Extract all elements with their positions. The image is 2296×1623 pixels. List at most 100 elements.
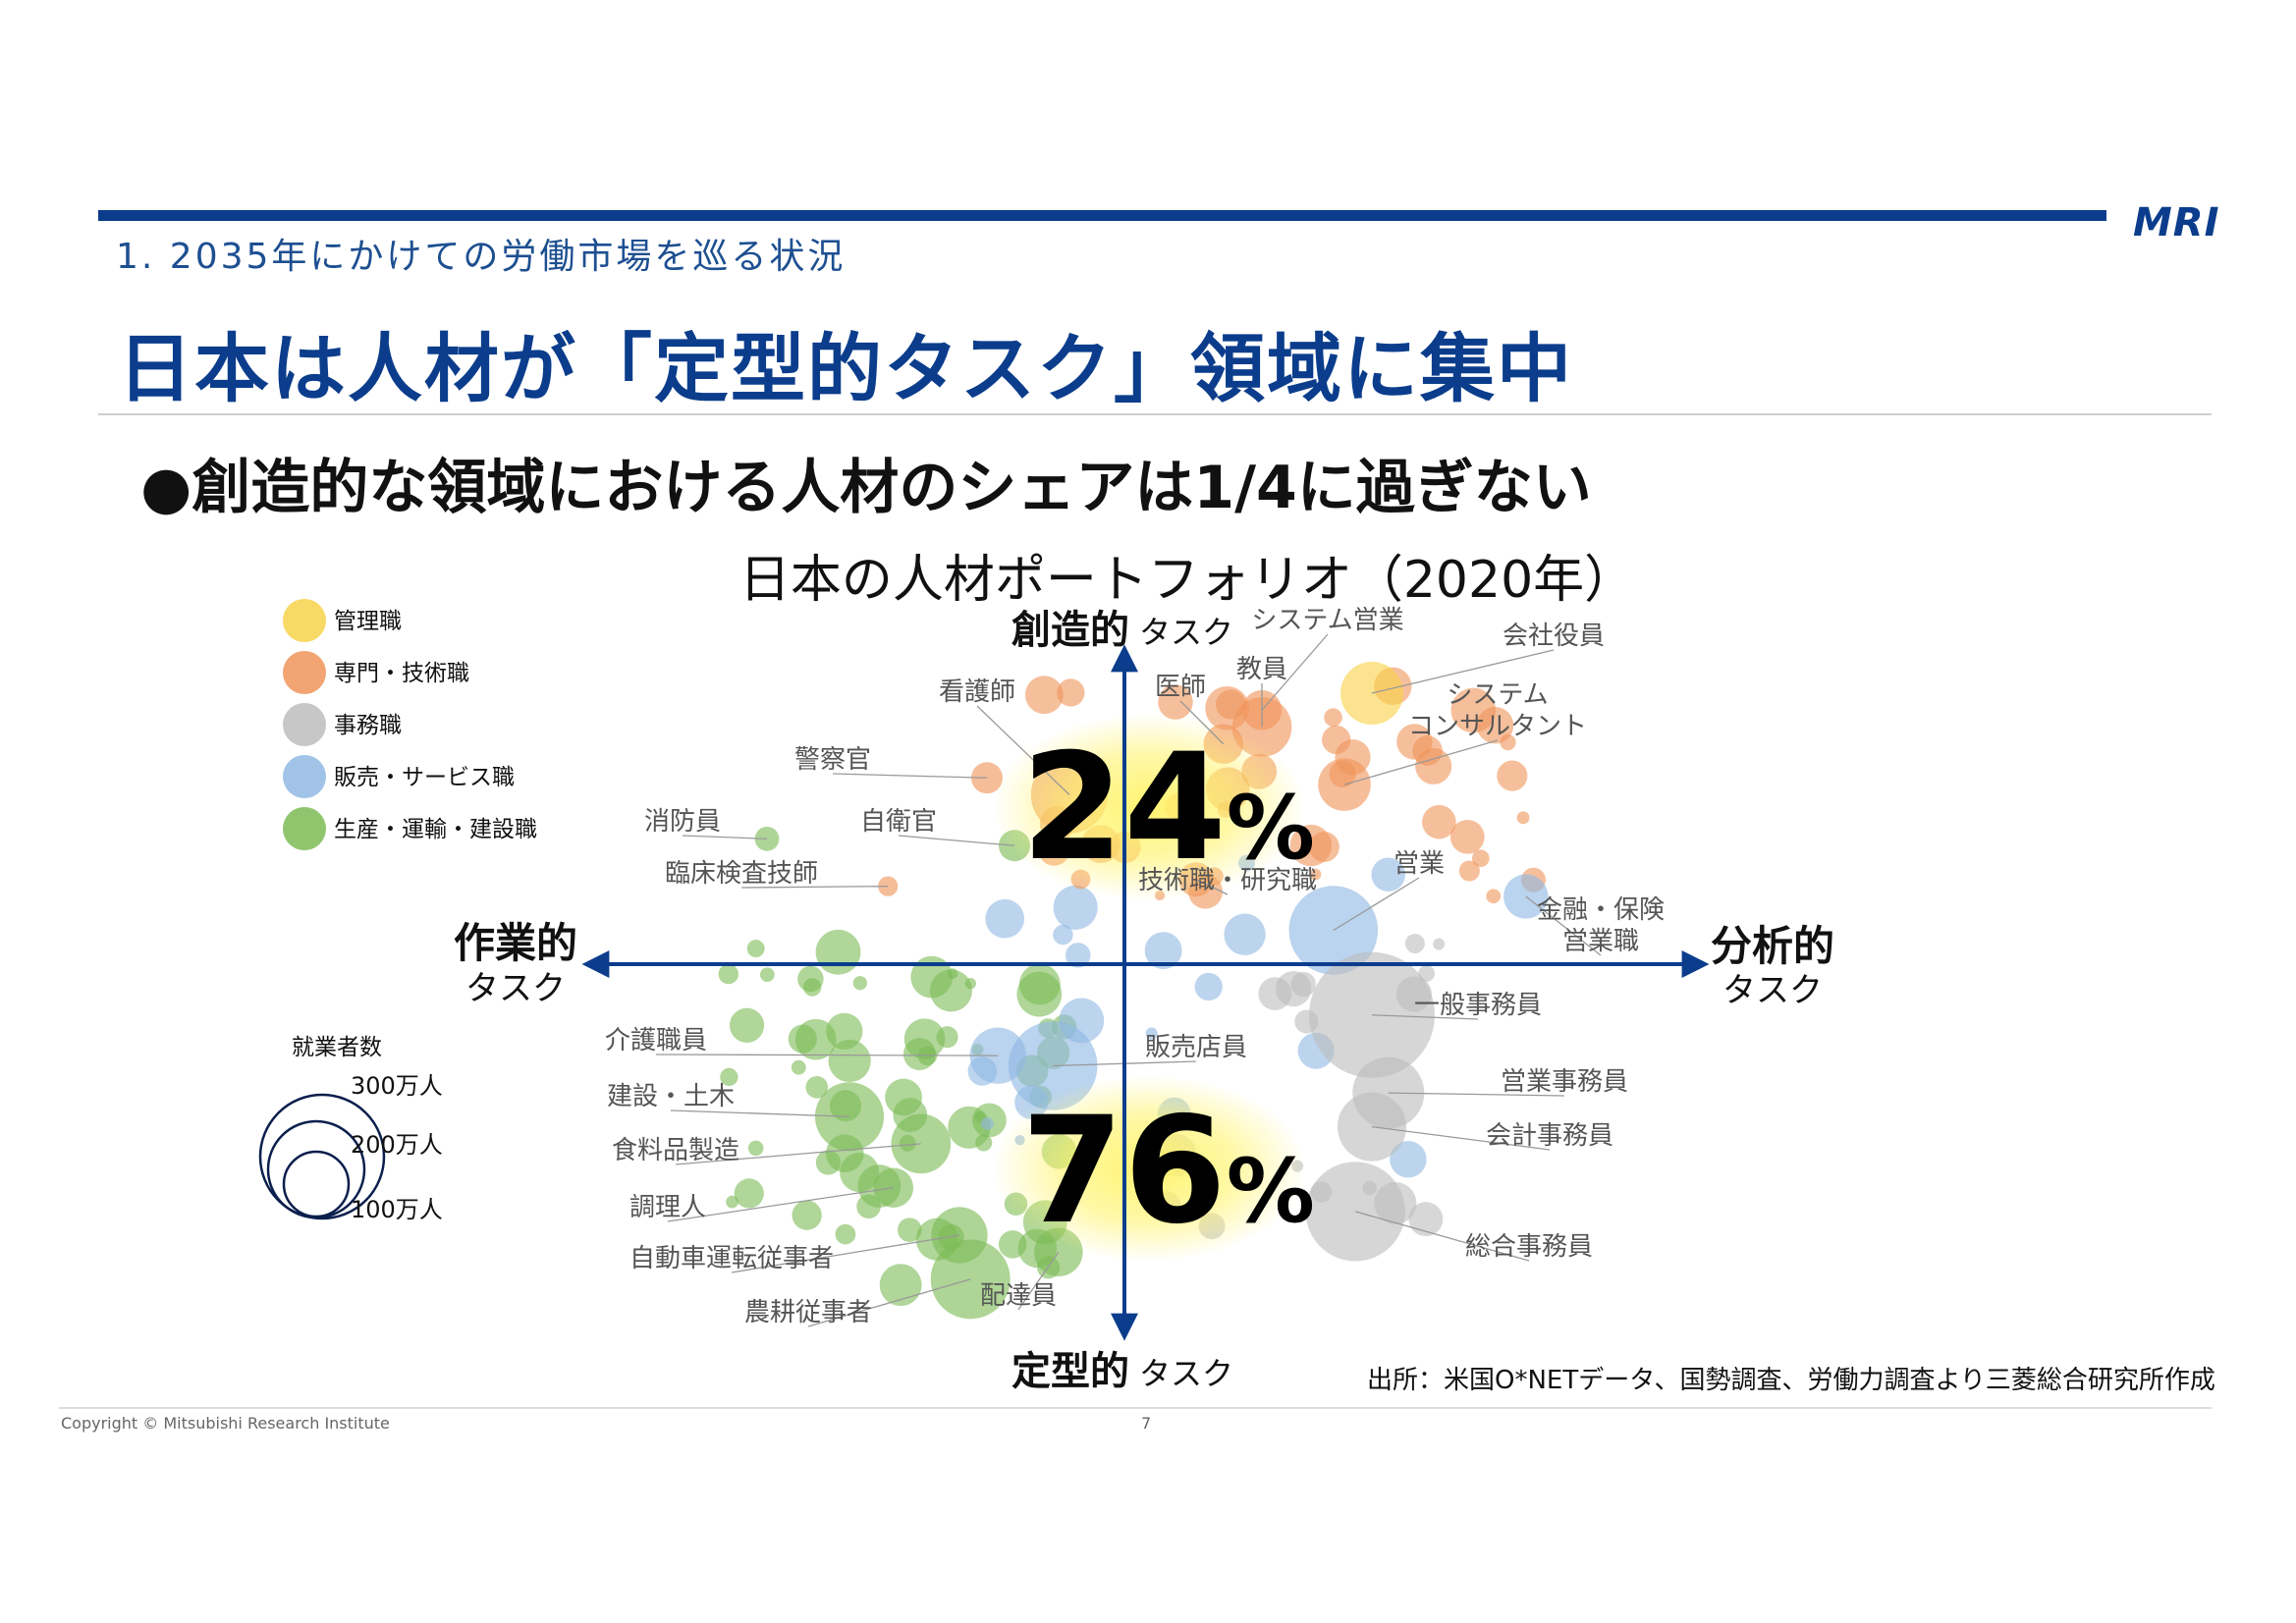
legend-label: 事務職 — [334, 713, 402, 738]
bubble-label: システムコンサルタント — [1408, 680, 1587, 741]
legend-label: 管理職 — [334, 609, 402, 634]
leader-line — [1333, 877, 1420, 932]
background-bubble — [805, 1075, 829, 1099]
background-bubble — [794, 1018, 837, 1060]
background-bubble — [1016, 971, 1063, 1017]
bubble-label: 技術職・研究職 — [1138, 866, 1317, 895]
leader-line — [1343, 739, 1499, 785]
background-bubble — [856, 1194, 881, 1219]
background-bubble — [1408, 1202, 1444, 1237]
axis-bottom-sub: タスク — [1139, 1355, 1233, 1392]
bubble-label: 農耕従事者 — [744, 1298, 872, 1327]
background-bubble — [759, 967, 775, 983]
bubble-label: 会社役員 — [1503, 622, 1605, 651]
background-bubble — [1415, 747, 1452, 784]
background-bubble — [1449, 819, 1485, 854]
background-bubble — [975, 1134, 993, 1152]
leader-line — [1261, 633, 1329, 711]
background-bubble — [1390, 1141, 1427, 1178]
chart-title: 日本の人材ポートフォリオ（2020年） — [738, 551, 1636, 610]
bubble-label: 消防員 — [644, 807, 721, 837]
bubble-label: 総合事務員 — [1465, 1232, 1593, 1262]
background-bubble — [726, 1195, 738, 1209]
background-bubble — [1516, 811, 1530, 825]
title-divider — [98, 413, 2212, 415]
lower-share: 76% — [1021, 1098, 1315, 1245]
background-bubble — [1471, 849, 1490, 868]
size-label-300: 300万人 — [351, 1072, 443, 1100]
background-bubble — [1309, 868, 1322, 881]
bubble-label: 調理人 — [629, 1193, 706, 1222]
bubble-label: 介護職員 — [605, 1026, 707, 1055]
size-legend-title: 就業者数 — [292, 1035, 382, 1060]
background-bubble — [1145, 1027, 1158, 1040]
legend-swatch — [283, 703, 326, 746]
background-bubble — [815, 929, 861, 975]
background-bubble — [792, 1200, 822, 1230]
background-bubble — [885, 1078, 922, 1116]
leader-line — [1017, 1251, 1060, 1311]
leader-line — [675, 1143, 921, 1165]
upper-share: 24% — [1021, 734, 1315, 882]
background-bubble — [746, 940, 765, 958]
leader-line — [832, 773, 988, 779]
header-bar — [98, 210, 2106, 221]
bubble-label: 建設・土木 — [607, 1082, 735, 1111]
leader-line — [1355, 1211, 1530, 1262]
bubble-label: 金融・保険営業職 — [1537, 895, 1665, 956]
background-bubble — [929, 969, 972, 1012]
leader-line — [1371, 1125, 1551, 1151]
axis-left-main: 作業的 — [454, 919, 577, 967]
background-bubble — [720, 1067, 738, 1087]
bubble-食料品製造 — [891, 1113, 952, 1174]
source-note: 出所：米国O*NETデータ、国勢調査、労働力調査より三菱総合研究所作成 — [1367, 1366, 2215, 1395]
background-bubble — [852, 976, 867, 991]
background-bubble — [903, 1018, 946, 1059]
background-bubble — [791, 1059, 806, 1075]
background-bubble — [936, 1026, 958, 1049]
leader-line — [1371, 649, 1555, 694]
background-bubble — [1024, 676, 1064, 715]
background-bubble — [802, 978, 822, 997]
bubble-label: 一般事務員 — [1414, 991, 1542, 1020]
legend-swatch — [283, 755, 326, 798]
background-bubble — [898, 1217, 922, 1242]
leader-line — [740, 886, 889, 889]
background-bubble — [747, 1140, 764, 1157]
bubble-label: 自動車運転従事者 — [629, 1244, 834, 1273]
bubble-label: 看護師 — [939, 677, 1015, 707]
upper-share-unit: % — [1226, 777, 1315, 880]
axis-right-main: 分析的 — [1711, 922, 1834, 970]
legend-swatch — [283, 807, 326, 850]
background-bubble — [879, 1264, 922, 1307]
legend-label: 専門・技術職 — [334, 661, 469, 686]
background-bubble — [734, 1178, 764, 1209]
bullet-point: ●創造的な領域における人材のシェアは1/4に過ぎない — [140, 454, 1592, 522]
axis-left-sub: タスク — [465, 969, 566, 1008]
background-bubble — [1053, 924, 1073, 946]
legend-swatch — [283, 599, 326, 642]
leader-line — [898, 835, 1015, 846]
background-bubble — [1324, 708, 1342, 728]
background-bubble — [980, 1116, 994, 1130]
background-bubble — [835, 1223, 856, 1245]
bubble-label: 医師 — [1155, 673, 1206, 702]
background-bubble — [1458, 860, 1480, 882]
leader-line — [1195, 879, 1229, 895]
axis-bottom-main: 定型的 — [1011, 1349, 1129, 1394]
bubble-label: 販売店員 — [1145, 1033, 1247, 1062]
bubble-臨床検査技師 — [878, 876, 899, 896]
legend-label: 生産・運輸・建設職 — [334, 817, 537, 842]
leader-line — [1525, 895, 1602, 956]
background-bubble — [729, 1007, 765, 1043]
background-bubble — [1486, 889, 1502, 904]
background-bubble — [1057, 678, 1085, 707]
page-number: 7 — [1141, 1414, 1152, 1433]
lower-share-value: 76 — [1021, 1086, 1227, 1257]
bubble-label: 会計事務員 — [1486, 1121, 1613, 1151]
background-bubble — [1194, 972, 1223, 1001]
size-legend: 就業者数 300万人 200万人 100万人 — [258, 1035, 443, 1223]
bubble-label: 警察官 — [794, 745, 871, 775]
